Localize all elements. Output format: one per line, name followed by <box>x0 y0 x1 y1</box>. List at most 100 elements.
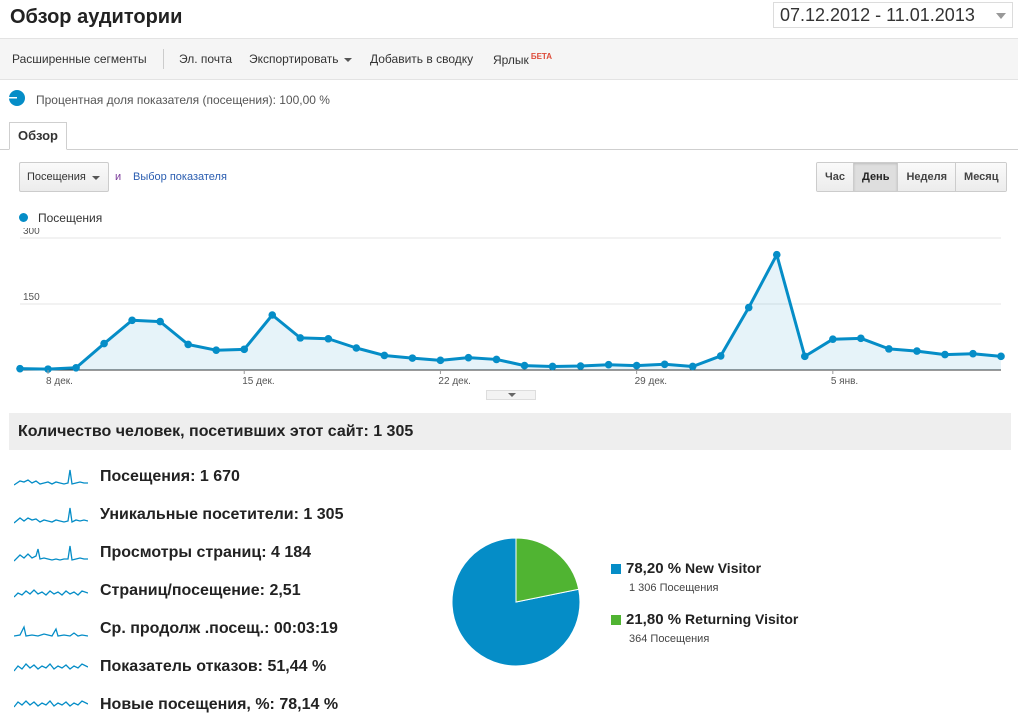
granularity-month-button[interactable]: Месяц <box>955 163 1007 191</box>
data-point <box>156 317 164 326</box>
toolbar-divider <box>163 49 164 69</box>
data-point <box>520 361 529 370</box>
and-label: и <box>115 171 122 183</box>
data-point <box>184 340 192 349</box>
shortcut-button[interactable]: Ярлык БЕТА <box>493 52 552 67</box>
chart-line <box>19 253 1002 371</box>
data-point <box>268 311 277 319</box>
stat-text: Показатель отказов: 51,44 % <box>100 658 327 675</box>
page-title: Обзор аудитории <box>10 6 183 28</box>
pie-percent-icon <box>9 90 25 106</box>
sparkline-icon <box>14 469 88 486</box>
data-point <box>212 346 220 354</box>
export-button[interactable]: Экспортировать <box>249 52 352 66</box>
date-range-label: 07.12.2012 - 11.01.2013 <box>780 5 975 25</box>
data-point <box>857 334 865 343</box>
series-line <box>19 253 1002 371</box>
y-tick-label: 150 <box>23 292 40 303</box>
legend-percent: 78,20 % New Visitor <box>626 560 762 577</box>
chart-points <box>16 250 1005 373</box>
chart-grid <box>20 237 1001 371</box>
data-point <box>72 364 80 372</box>
data-point <box>744 303 753 312</box>
stat-text: Страниц/посещение: 2,51 <box>100 582 301 599</box>
shortcut-label: Ярлык <box>493 53 529 67</box>
data-point <box>100 339 108 348</box>
chart-area <box>20 254 1001 370</box>
granularity-hour-button[interactable]: Час <box>817 163 853 191</box>
data-point <box>997 352 1005 361</box>
series-area <box>20 254 1001 370</box>
stat-text: Уникальные посетители: 1 305 <box>100 506 344 523</box>
segment-percent-text: Процентная доля показателя (посещения): … <box>36 93 330 107</box>
data-point <box>801 352 809 361</box>
legend-label: Посещения <box>38 211 103 225</box>
data-point <box>436 356 445 365</box>
pick-metric-link[interactable]: Выбор показателя <box>133 171 227 183</box>
x-tick-label: 29 дек. <box>635 376 667 387</box>
chevron-down-icon <box>92 176 100 180</box>
add-to-dashboard-button[interactable]: Добавить в сводку <box>370 52 474 66</box>
sparkline-icon <box>14 625 88 637</box>
sparkline-icon <box>14 589 88 598</box>
data-point <box>688 362 697 371</box>
data-point <box>772 250 781 259</box>
data-point <box>44 365 52 373</box>
data-point <box>296 334 305 342</box>
legend-swatch <box>611 615 621 625</box>
legend-visits: 364 Посещения <box>629 633 710 645</box>
x-tick-label: 5 янв. <box>831 376 858 387</box>
data-point <box>408 354 417 362</box>
data-point <box>380 351 389 360</box>
metric-select[interactable]: Посещения <box>19 162 109 192</box>
data-point <box>352 344 361 352</box>
visits-line-chart: 8 дек. 15 дек. 22 дек. 29 дек. 5 янв. 150 300 <box>16 228 1005 387</box>
chart-expand-handle[interactable] <box>486 390 536 400</box>
granularity-day-button[interactable]: День <box>852 163 898 191</box>
y-tick-label: 300 <box>23 228 40 237</box>
x-tick-label: 22 дек. <box>438 376 470 387</box>
data-point <box>716 352 725 360</box>
data-point <box>548 362 557 371</box>
sparkline-icon <box>14 545 88 562</box>
pie-slice-new-visitor <box>451 537 581 667</box>
data-point <box>240 345 249 354</box>
x-tick-label: 8 дек. <box>46 376 73 387</box>
advanced-segments-button[interactable]: Расширенные сегменты <box>12 52 147 66</box>
date-range-picker[interactable]: 07.12.2012 - 11.01.2013 <box>773 2 1013 28</box>
legend-visits: 1 306 Посещения <box>629 582 719 594</box>
legend-swatch <box>19 213 28 222</box>
export-label: Экспортировать <box>249 52 339 66</box>
data-point <box>913 347 921 355</box>
data-point <box>576 362 585 370</box>
data-point <box>969 349 977 358</box>
data-point <box>604 360 613 369</box>
legend-percent: 21,80 % Returning Visitor <box>626 611 799 628</box>
sparkline-icon <box>14 507 88 524</box>
people-count-header: Количество человек, посетивших этот сайт… <box>9 413 1011 450</box>
tab-overview[interactable]: Обзор <box>9 122 67 150</box>
sparkline-icon <box>14 700 88 708</box>
data-point <box>464 353 473 362</box>
stat-text: Посещения: 1 670 <box>100 468 240 485</box>
data-point <box>16 364 24 373</box>
data-point <box>885 345 893 353</box>
data-point <box>128 316 136 325</box>
toolbar: Расширенные сегменты Эл. почта Экспортир… <box>0 38 1018 80</box>
beta-badge: БЕТА <box>530 52 553 61</box>
email-button[interactable]: Эл. почта <box>179 52 233 66</box>
granularity-week-button[interactable]: Неделя <box>897 163 956 191</box>
x-tick-label: 15 дек. <box>242 376 274 387</box>
data-point <box>829 335 837 343</box>
granularity-toggle: Час День Неделя Месяц <box>816 162 1008 192</box>
stat-text: Просмотры страниц: 4 184 <box>100 544 312 561</box>
pie-slice-returning-visitor <box>515 537 580 603</box>
visitor-type-pie <box>451 537 581 667</box>
chart-y-ticks: 150 300 <box>23 228 40 303</box>
data-point <box>660 360 669 369</box>
data-point <box>492 355 501 364</box>
chevron-down-icon <box>508 393 516 397</box>
stat-text: Ср. продолж .посещ.: 00:03:19 <box>100 620 338 637</box>
stat-text: Новые посещения, %: 78,14 % <box>100 696 339 713</box>
data-point <box>632 361 641 370</box>
